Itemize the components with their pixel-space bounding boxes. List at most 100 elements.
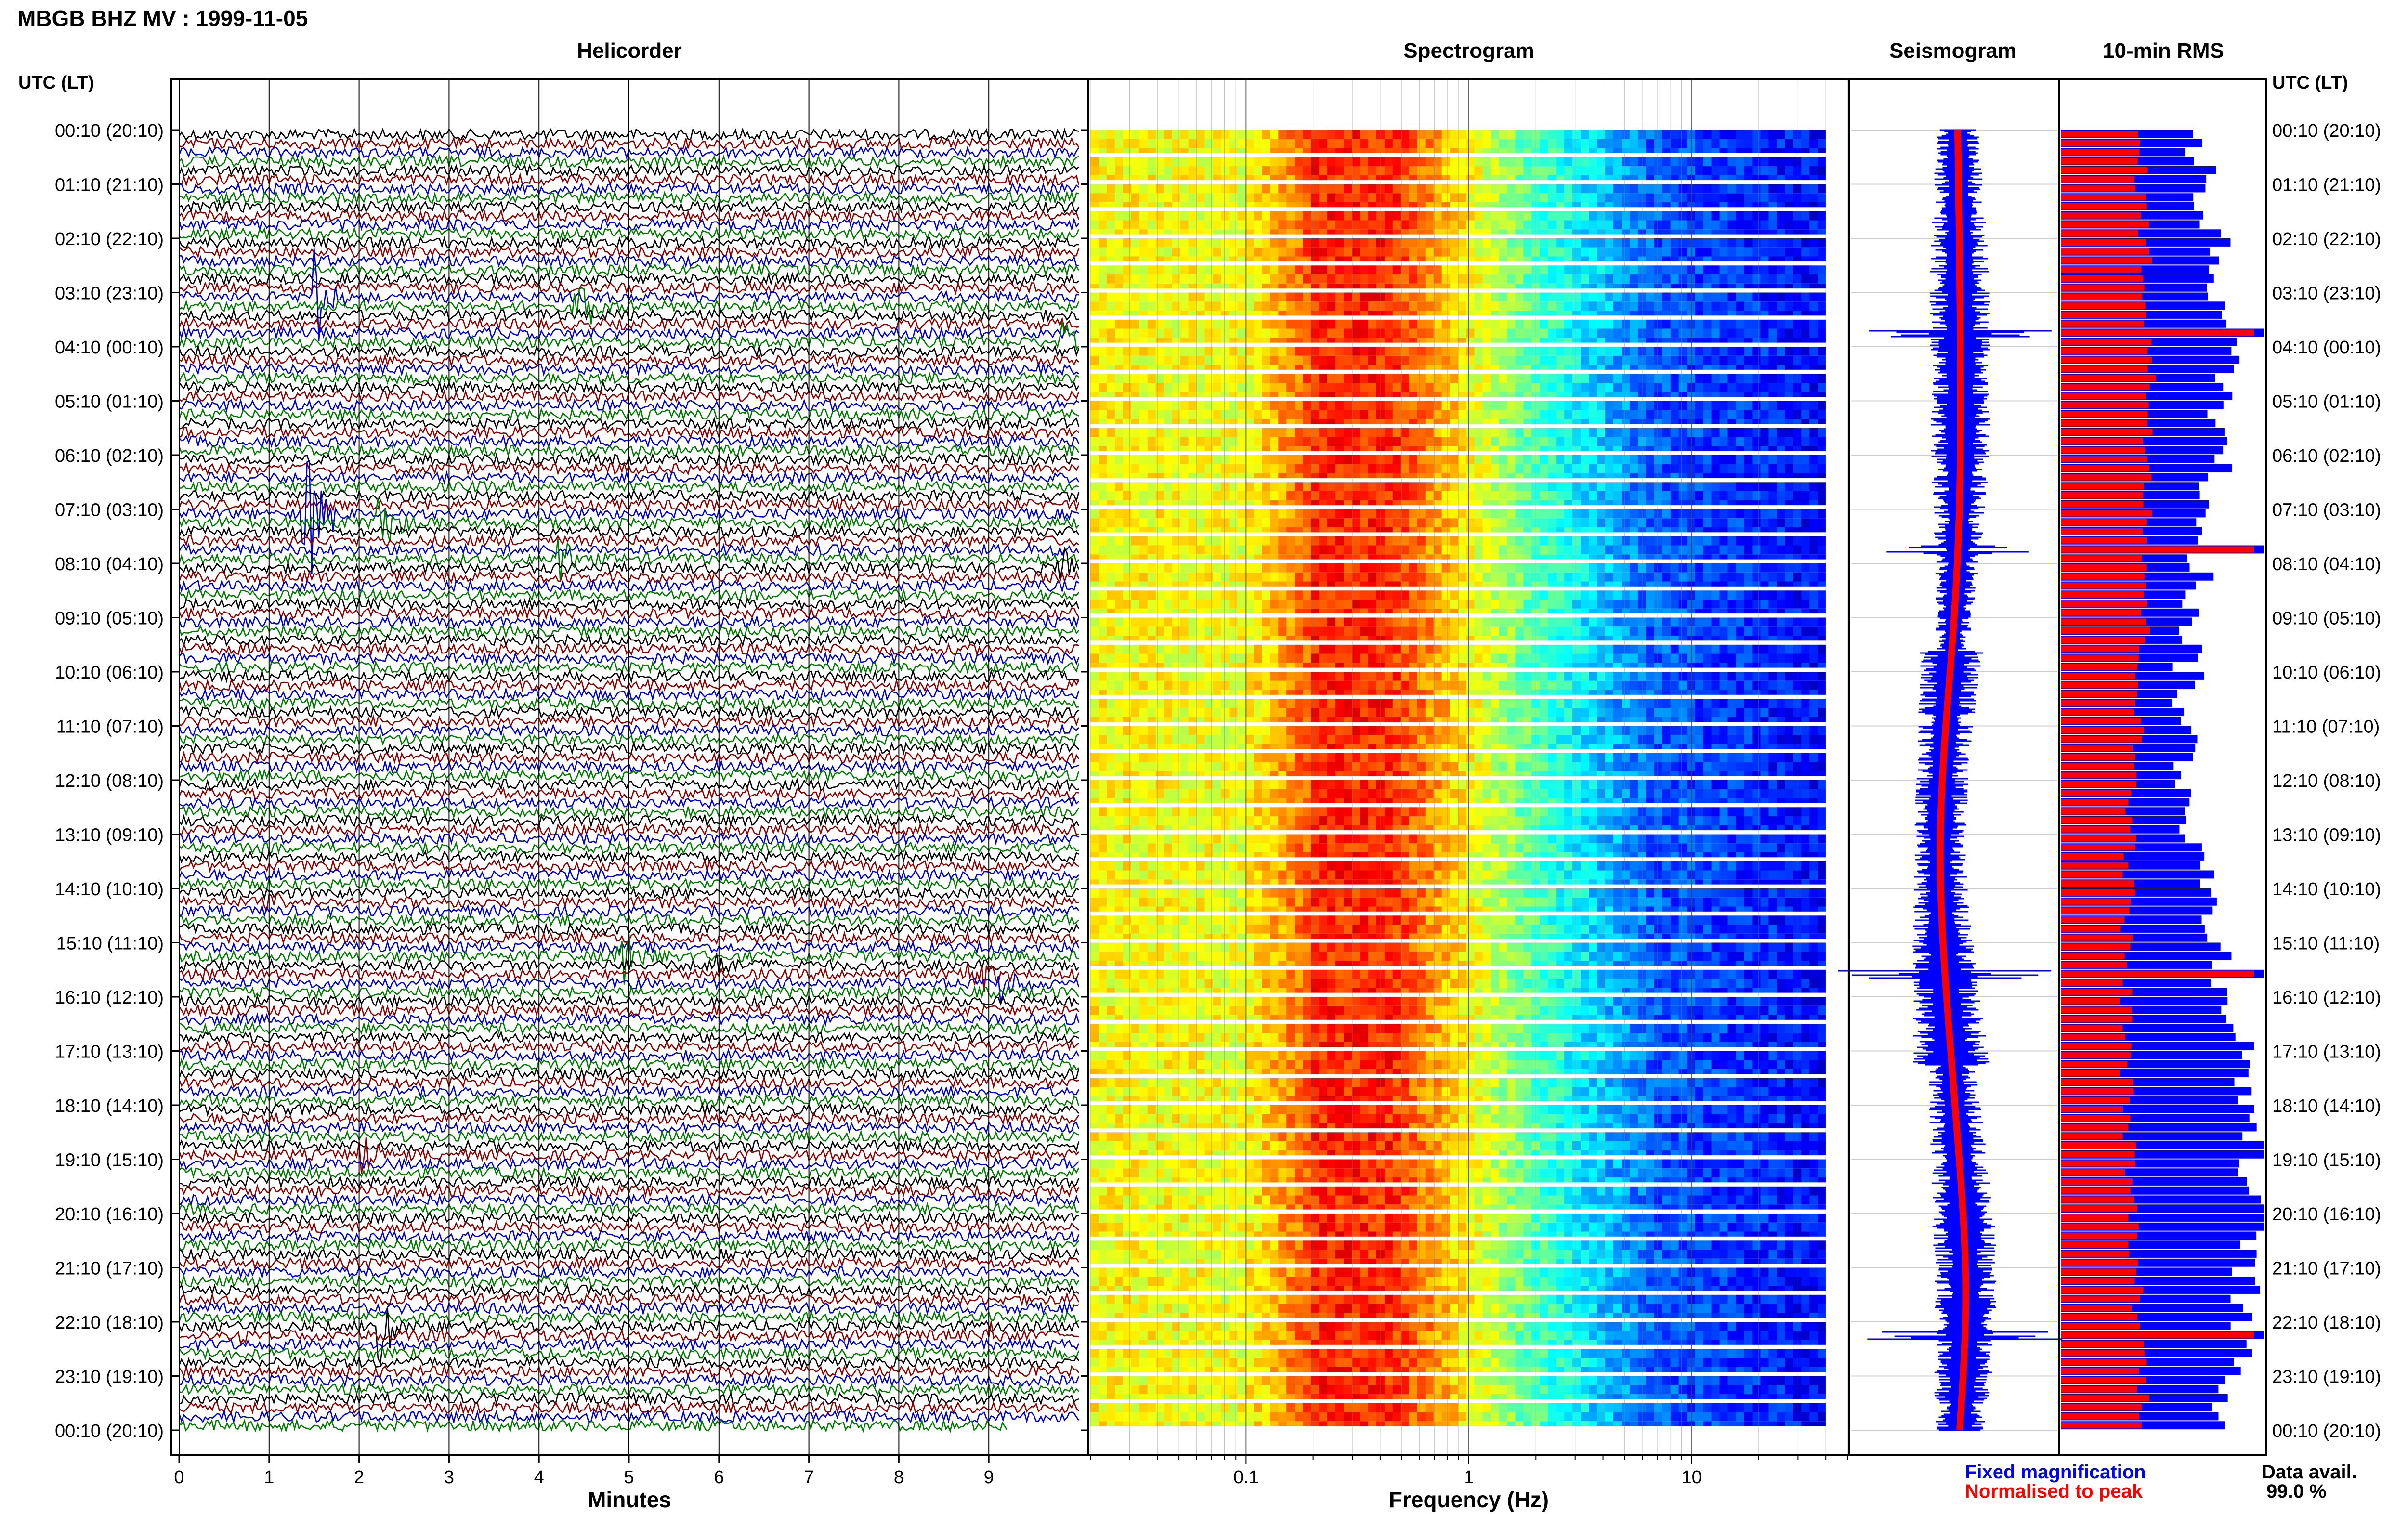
spectrogram-cell: [1507, 446, 1516, 451]
spectrogram-cell: [1311, 347, 1320, 356]
spectrogram-cell: [1712, 166, 1720, 175]
spectrogram-cell: [1818, 536, 1826, 546]
spectrogram-cell: [1319, 193, 1328, 202]
spectrogram-cell: [1368, 527, 1377, 532]
spectrogram-cell: [1278, 347, 1287, 356]
spectrogram-cell: [1572, 500, 1581, 505]
spectrogram-cell: [1172, 491, 1181, 500]
spectrogram-cell: [1687, 338, 1696, 342]
spectrogram-cell: [1736, 536, 1745, 546]
spectrogram-cell: [1622, 491, 1630, 500]
spectrogram-cell: [1572, 221, 1581, 230]
spectrogram-cell: [1385, 293, 1393, 302]
spectrogram-cell: [1785, 202, 1793, 207]
spectrogram-cell: [1809, 356, 1818, 365]
spectrogram-cell: [1156, 356, 1165, 365]
spectrogram-cell: [1237, 518, 1246, 527]
spectrogram-cell: [1401, 347, 1410, 356]
spectrogram-cell: [1466, 536, 1475, 546]
spectrogram-cell: [1327, 311, 1336, 315]
spectrogram-cell: [1327, 554, 1336, 559]
spectrogram-cell: [1646, 554, 1655, 559]
spectrogram-cell: [1352, 573, 1361, 582]
spectrogram-cell: [1172, 590, 1181, 600]
spectrogram-cell: [1090, 536, 1099, 546]
spectrogram-cell: [1548, 554, 1557, 559]
time-label-right-1: 01:10 (21:10): [2272, 175, 2381, 196]
spectrogram-cell: [1401, 482, 1410, 491]
spectrogram-cell: [1434, 202, 1442, 207]
spectrogram-cell: [1254, 500, 1262, 505]
spectrogram-cell: [1760, 221, 1769, 230]
spectrogram-cell: [1540, 546, 1548, 555]
spectrogram-cell: [1327, 446, 1336, 451]
spectrogram-cell: [1442, 221, 1451, 230]
spectrogram-cell: [1752, 392, 1761, 397]
spectrogram-cell: [1254, 211, 1262, 221]
spectrogram-cell: [1417, 500, 1426, 505]
spectrogram-cell: [1777, 157, 1785, 166]
spectrogram-cell: [1671, 311, 1679, 315]
spectrogram-cell: [1499, 500, 1507, 505]
spectrogram-cell: [1785, 419, 1793, 424]
spectrogram-cell: [1809, 166, 1818, 175]
spectrogram-cell: [1605, 347, 1614, 356]
spectrogram-cell: [1523, 500, 1532, 505]
spectrogram-cell: [1728, 437, 1737, 446]
spectrogram-cell: [1695, 482, 1704, 491]
spectrogram-cell: [1099, 482, 1107, 491]
spectrogram-cell: [1564, 175, 1573, 180]
spectrogram-cell: [1245, 392, 1254, 397]
spectrogram-cell: [1777, 554, 1785, 559]
spectrogram-cell: [1564, 265, 1573, 274]
spectrogram-cell: [1809, 428, 1818, 437]
spectrogram-cell: [1556, 148, 1565, 153]
spectrogram-cell: [1286, 401, 1295, 410]
spectrogram-cell: [1483, 365, 1492, 370]
spectrogram-cell: [1458, 157, 1467, 166]
spectrogram-cell: [1115, 374, 1124, 383]
spectrogram-cell: [1180, 428, 1189, 437]
spectrogram-cell: [1426, 211, 1434, 221]
spectrogram-cell: [1450, 347, 1459, 356]
spectrogram-cell: [1099, 392, 1107, 397]
spectrogram-cell: [1262, 392, 1270, 397]
spectrogram-cell: [1205, 554, 1214, 559]
spectrogram-cell: [1450, 356, 1459, 365]
spectrogram-cell: [1736, 301, 1745, 311]
spectrogram-cell: [1254, 311, 1262, 315]
spectrogram-cell: [1237, 546, 1246, 555]
spectrogram-cell: [1270, 428, 1279, 437]
spectrogram-cell: [1360, 464, 1369, 473]
spectrogram-cell: [1254, 157, 1262, 166]
spectrogram-cell: [1115, 401, 1124, 410]
spectrogram-cell: [1352, 320, 1361, 329]
spectrogram-cell: [1556, 193, 1565, 202]
spectrogram-cell: [1703, 518, 1712, 527]
spectrogram-cell: [1613, 401, 1622, 410]
spectrogram-cell: [1180, 546, 1189, 555]
spectrogram-cell: [1548, 536, 1557, 546]
spectrogram-cell: [1335, 392, 1344, 397]
spectrogram-cell: [1450, 284, 1459, 288]
spectrogram-cell: [1679, 157, 1688, 166]
spectrogram-cell: [1409, 563, 1418, 573]
spectrogram-cell: [1630, 518, 1638, 527]
spectrogram-cell: [1205, 257, 1214, 261]
spectrogram-cell: [1254, 301, 1262, 311]
spectrogram-cell: [1115, 274, 1124, 284]
spectrogram-cell: [1230, 518, 1238, 527]
spectrogram-cell: [1728, 293, 1737, 302]
spectrogram-cell: [1164, 257, 1173, 261]
spectrogram-cell: [1712, 410, 1720, 419]
spectrogram-cell: [1687, 157, 1696, 166]
spectrogram-cell: [1344, 518, 1352, 527]
spectrogram-cell: [1385, 257, 1393, 261]
spectrogram-cell: [1131, 590, 1140, 600]
spectrogram-cell: [1393, 157, 1401, 166]
spectrogram-cell: [1156, 293, 1165, 302]
spectrogram-cell: [1099, 446, 1107, 451]
spectrogram-cell: [1589, 527, 1597, 532]
spectrogram-cell: [1548, 356, 1557, 365]
spectrogram-cell: [1458, 446, 1467, 451]
